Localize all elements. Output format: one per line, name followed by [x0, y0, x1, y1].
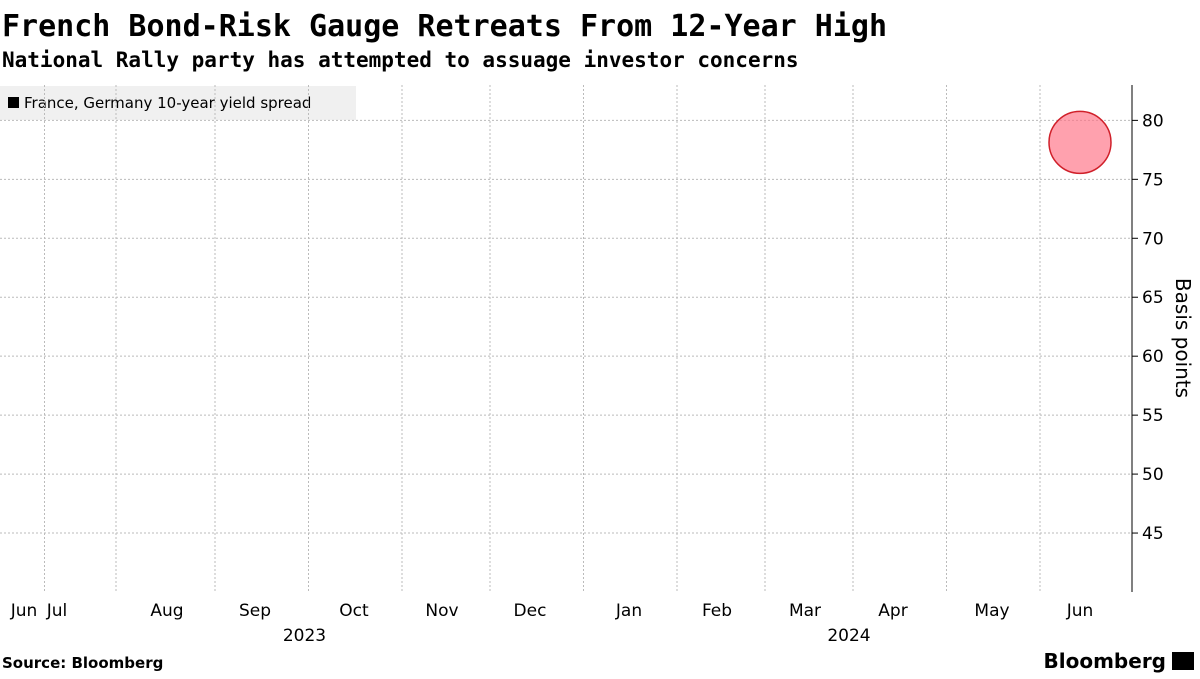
y-tick-label: 45: [1142, 524, 1164, 544]
x-tick-label: Apr: [878, 601, 907, 621]
source: Source: Bloomberg: [2, 654, 163, 672]
y-axis-label: Basis points: [1171, 278, 1195, 398]
legend-box: [0, 86, 356, 120]
brand: Bloomberg: [1044, 649, 1166, 673]
y-tick-label: 70: [1142, 229, 1164, 249]
x-tick-label: Jul: [46, 601, 68, 621]
y-tick-label: 80: [1142, 111, 1164, 131]
x-tick-label: Jan: [615, 601, 642, 621]
legend-swatch: [8, 97, 19, 108]
chart-title: French Bond-Risk Gauge Retreats From 12-…: [2, 9, 887, 44]
y-tick-label: 60: [1142, 347, 1164, 367]
x-tick-label: Jun: [10, 601, 38, 621]
year-label: 2024: [827, 626, 870, 646]
x-tick-label: Sep: [239, 601, 271, 621]
x-tick-label: Oct: [339, 601, 369, 621]
x-tick-label: Mar: [789, 601, 821, 621]
y-tick-label: 75: [1142, 170, 1164, 190]
x-tick-label: Feb: [702, 601, 732, 621]
x-tick-label: Aug: [150, 601, 183, 621]
chart-subtitle: National Rally party has attempted to as…: [2, 48, 799, 72]
x-tick-label: May: [974, 601, 1009, 621]
y-tick-label: 65: [1142, 288, 1164, 308]
y-tick-label: 55: [1142, 406, 1164, 426]
highlight: [1048, 110, 1112, 175]
x-tick-label: Nov: [425, 601, 458, 621]
x-tick-label: Dec: [514, 601, 547, 621]
legend-label: France, Germany 10-year yield spread: [24, 94, 311, 112]
year-label: 2023: [283, 626, 326, 646]
x-tick-label: Jun: [1066, 601, 1094, 621]
brand-icon: [1172, 652, 1194, 670]
y-tick-label: 50: [1142, 465, 1164, 485]
